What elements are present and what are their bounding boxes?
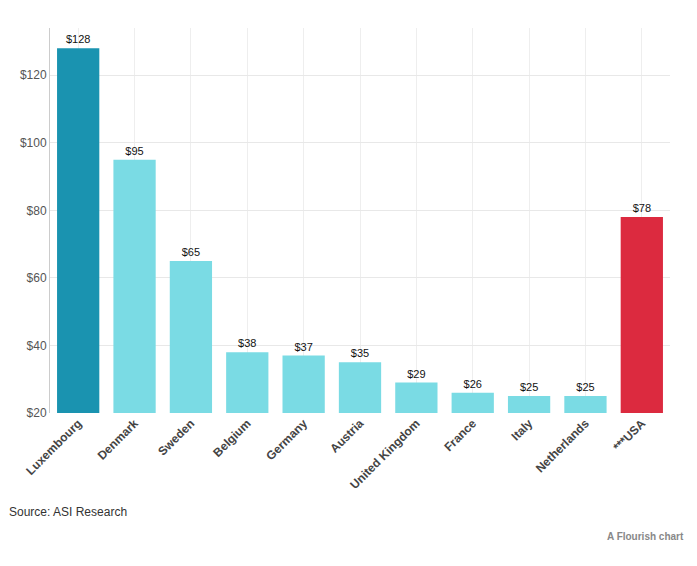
svg-text:$95: $95 [125, 145, 143, 157]
svg-text:Sweden: Sweden [155, 416, 197, 458]
svg-text:$65: $65 [182, 246, 200, 258]
svg-text:$80: $80 [27, 204, 47, 218]
svg-text:Denmark: Denmark [95, 416, 141, 462]
svg-text:$25: $25 [520, 381, 538, 393]
svg-text:$78: $78 [633, 202, 651, 214]
svg-text:$128: $128 [66, 33, 90, 45]
svg-text:$37: $37 [294, 341, 312, 353]
svg-text:United Kingdom: United Kingdom [347, 416, 422, 491]
svg-text:$60: $60 [27, 271, 47, 285]
svg-text:$25: $25 [576, 381, 594, 393]
svg-text:Germany: Germany [263, 416, 310, 463]
svg-text:$29: $29 [407, 368, 425, 380]
svg-text:$26: $26 [464, 378, 482, 390]
svg-text:Italy: Italy [509, 416, 536, 443]
svg-text:Netherlands: Netherlands [533, 416, 592, 475]
svg-text:$38: $38 [238, 337, 256, 349]
svg-text:$120: $120 [20, 68, 47, 82]
svg-text:France: France [441, 416, 479, 454]
svg-text:Source: ASI Research: Source: ASI Research [9, 505, 127, 519]
svg-text:Luxembourg: Luxembourg [23, 416, 84, 477]
svg-text:A Flourish chart: A Flourish chart [607, 531, 684, 542]
svg-text:$20: $20 [27, 406, 47, 420]
svg-text:$35: $35 [351, 347, 369, 359]
svg-text:$40: $40 [27, 339, 47, 353]
svg-text:$100: $100 [20, 136, 47, 150]
svg-text:***USA: ***USA [610, 416, 648, 454]
svg-text:Belgium: Belgium [210, 416, 253, 459]
svg-text:Austria: Austria [327, 416, 366, 455]
